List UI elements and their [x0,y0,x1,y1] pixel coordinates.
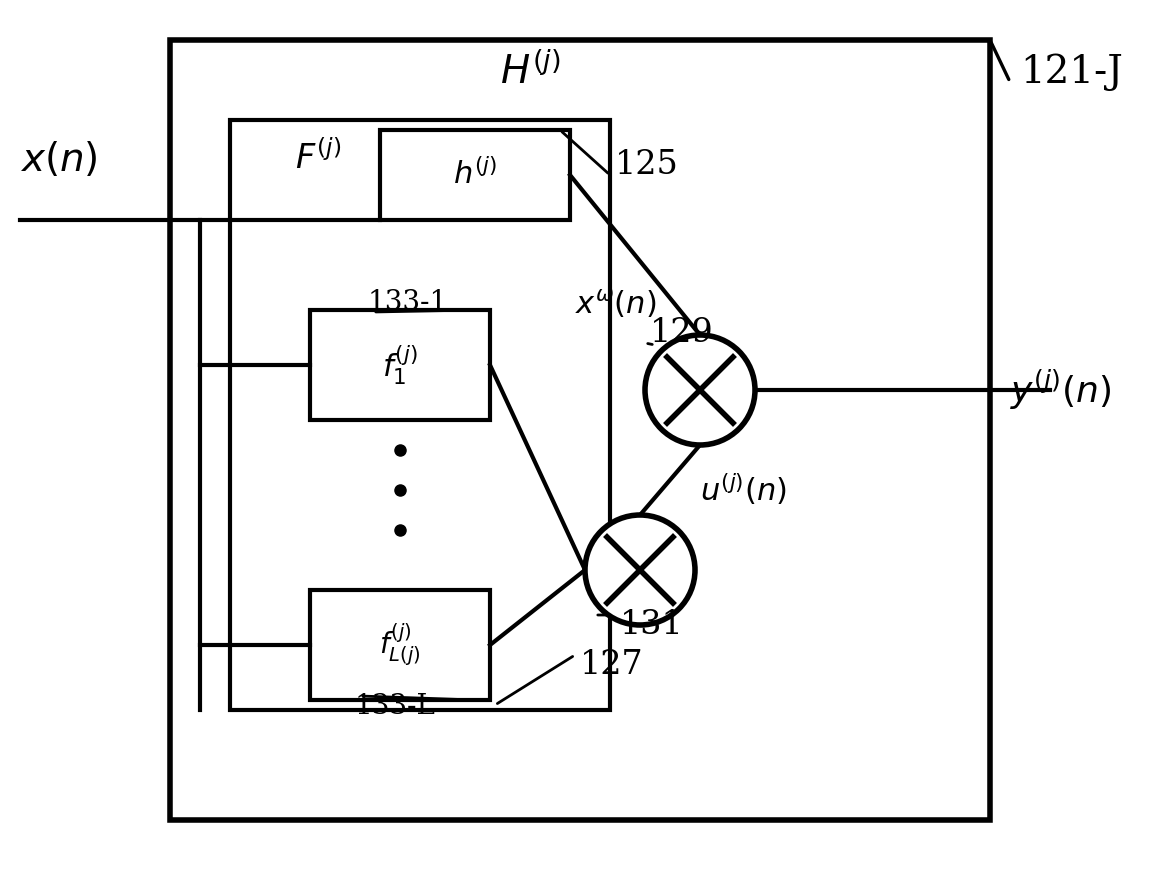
Text: 131: 131 [620,609,684,641]
Bar [170,40,990,820]
Circle shape [585,515,695,625]
Text: 133-1: 133-1 [369,288,449,315]
Text: 127: 127 [580,649,643,681]
Bar [309,590,490,700]
Text: $u^{(j)}(n)$: $u^{(j)}(n)$ [700,472,787,508]
Text: $x^{\omega}(n)$: $x^{\omega}(n)$ [575,289,656,322]
Text: $y^{(j)}(n)$: $y^{(j)}(n)$ [1009,368,1111,412]
Text: $h^{(j)}$: $h^{(j)}$ [453,159,497,191]
Bar [229,120,610,710]
Text: $f_{L(j)}^{(j)}$: $f_{L(j)}^{(j)}$ [379,622,421,668]
Text: 125: 125 [615,149,679,181]
Text: $F^{(j)}$: $F^{(j)}$ [296,140,341,175]
Text: 129: 129 [650,317,714,349]
Text: $f_1^{(j)}$: $f_1^{(j)}$ [382,344,418,387]
Text: $x(n)$: $x(n)$ [20,140,97,180]
Bar [380,130,570,220]
Text: 121-J: 121-J [1020,53,1123,91]
Bar [309,310,490,420]
Circle shape [646,335,755,445]
Text: 133-L: 133-L [355,692,436,720]
Text: $H^{(j)}$: $H^{(j)}$ [500,52,560,92]
